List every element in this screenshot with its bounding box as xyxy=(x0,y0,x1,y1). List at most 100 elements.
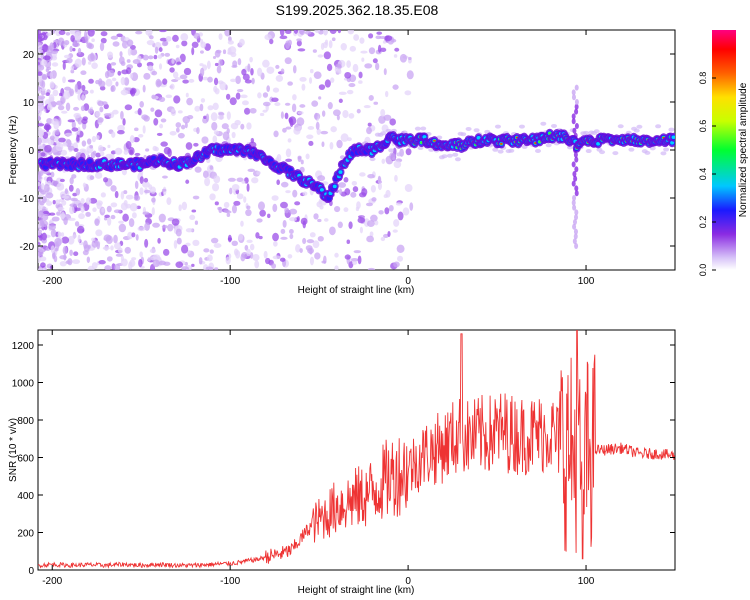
noise-blob xyxy=(198,257,203,265)
noise-blob xyxy=(38,210,44,218)
noise-blob xyxy=(89,89,94,94)
noise-blob xyxy=(297,110,304,115)
noise-blob xyxy=(358,71,363,79)
noise-blob xyxy=(185,142,193,150)
noise-blob xyxy=(574,123,579,129)
noise-blob xyxy=(199,67,205,77)
noise-blob xyxy=(55,142,64,152)
noise-blob xyxy=(269,38,274,45)
noise-blob xyxy=(38,137,42,146)
noise-blob xyxy=(518,124,525,129)
noise-blob xyxy=(394,174,398,182)
noise-blob xyxy=(162,78,168,85)
noise-blob xyxy=(271,97,279,102)
noise-blob xyxy=(49,71,54,80)
noise-blob xyxy=(45,200,53,206)
y-tick-label: 200 xyxy=(17,529,34,540)
noise-blob xyxy=(123,149,129,155)
noise-blob xyxy=(300,159,304,165)
noise-blob xyxy=(309,248,313,255)
noise-blob xyxy=(331,37,336,42)
y-tick-label: 400 xyxy=(17,491,34,502)
noise-blob xyxy=(210,112,218,122)
noise-blob xyxy=(38,71,43,76)
noise-blob xyxy=(366,235,374,243)
noise-blob xyxy=(282,220,287,228)
noise-blob xyxy=(343,177,349,183)
noise-blob xyxy=(74,58,82,68)
noise-blob xyxy=(175,228,182,237)
noise-blob xyxy=(300,217,308,225)
noise-blob xyxy=(191,263,195,268)
noise-blob xyxy=(241,180,246,184)
noise-blob xyxy=(397,211,404,221)
noise-blob xyxy=(329,142,334,150)
noise-blob xyxy=(289,118,294,128)
noise-blob xyxy=(143,115,150,122)
noise-blob xyxy=(249,243,255,251)
noise-blob xyxy=(465,126,472,131)
noise-blob xyxy=(336,64,342,69)
noise-blob xyxy=(285,158,293,163)
noise-blob xyxy=(62,76,66,84)
noise-blob xyxy=(91,38,95,43)
noise-blob xyxy=(95,135,100,140)
noise-blob xyxy=(43,138,49,144)
noise-blob xyxy=(380,47,387,53)
noise-blob xyxy=(62,246,68,255)
noise-blob xyxy=(81,84,86,92)
noise-blob xyxy=(85,197,92,205)
noise-blob xyxy=(41,232,48,241)
noise-blob xyxy=(247,63,251,73)
noise-blob xyxy=(165,94,173,99)
noise-blob xyxy=(50,118,59,125)
noise-blob xyxy=(185,92,189,98)
noise-blob xyxy=(45,125,50,133)
noise-blob xyxy=(212,135,218,144)
noise-blob xyxy=(306,134,314,140)
noise-blob xyxy=(497,149,504,154)
x-tick-label: -200 xyxy=(42,576,62,587)
noise-blob xyxy=(388,204,394,212)
noise-blob xyxy=(120,76,126,86)
noise-blob xyxy=(38,75,42,83)
noise-blob xyxy=(38,230,42,236)
noise-blob xyxy=(218,33,223,41)
noise-blob xyxy=(284,57,292,65)
noise-blob xyxy=(67,145,75,151)
noise-blob xyxy=(181,201,188,211)
noise-blob xyxy=(67,119,76,123)
noise-blob xyxy=(236,177,244,183)
noise-blob xyxy=(69,88,74,97)
noise-blob xyxy=(287,138,292,143)
noise-blob xyxy=(266,85,270,93)
noise-blob xyxy=(279,30,285,37)
noise-blob xyxy=(353,34,360,41)
noise-blob xyxy=(73,112,81,119)
noise-blob xyxy=(125,141,132,150)
noise-blob xyxy=(82,122,87,130)
noise-blob xyxy=(227,177,236,182)
noise-blob xyxy=(574,214,579,221)
noise-blob xyxy=(193,32,201,39)
y-tick-label: 1000 xyxy=(12,379,35,390)
noise-blob xyxy=(302,237,307,245)
noise-blob xyxy=(157,237,161,244)
noise-blob xyxy=(574,209,579,216)
noise-blob xyxy=(636,124,643,129)
noise-blob xyxy=(313,213,319,220)
noise-blob xyxy=(73,106,80,111)
spectrogram-heatmap xyxy=(38,30,675,270)
noise-blob xyxy=(107,217,112,226)
noise-blob xyxy=(255,232,260,239)
noise-blob xyxy=(129,73,134,79)
noise-blob xyxy=(73,207,82,212)
noise-blob xyxy=(288,217,297,222)
noise-blob xyxy=(184,122,188,129)
noise-blob xyxy=(117,247,123,254)
noise-blob xyxy=(231,240,238,247)
noise-blob xyxy=(280,236,288,240)
noise-blob xyxy=(364,63,373,69)
noise-blob xyxy=(104,214,110,219)
